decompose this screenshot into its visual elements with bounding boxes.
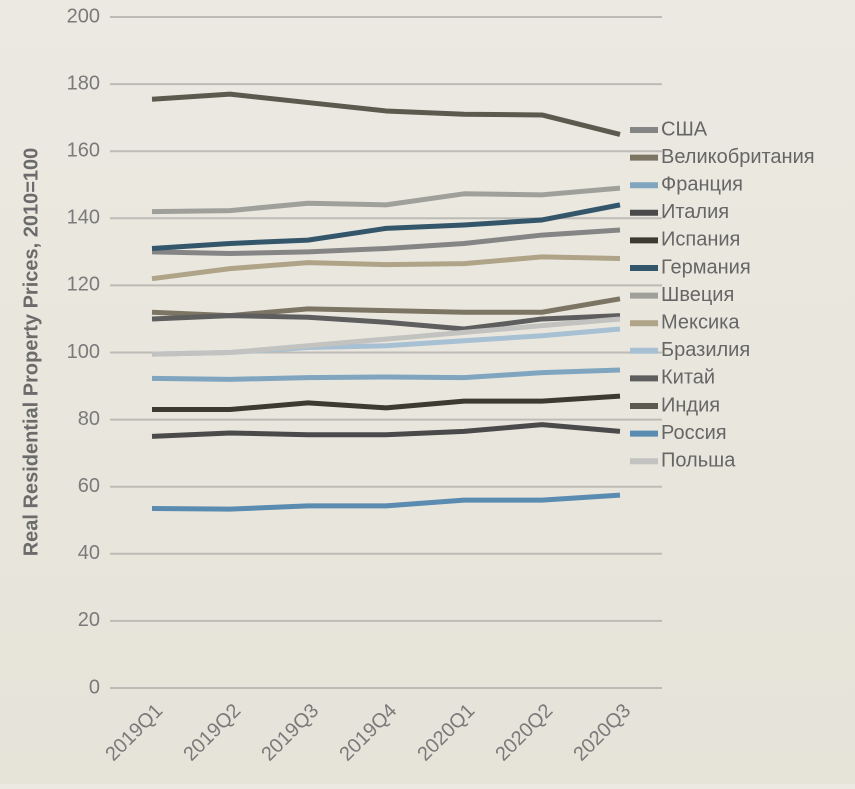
y-tick-label: 0 [89,676,100,698]
legend-label: Франция [661,173,743,195]
y-tick-label: 160 [67,139,100,161]
legend-label: Польша [661,449,736,471]
y-tick-label: 20 [78,609,100,631]
x-tick-label: 2019Q4 [335,700,401,766]
legend-label: Индия [661,394,720,416]
series-line [151,313,621,332]
series-line [151,422,621,439]
legend-label: Италия [661,201,729,223]
series-line [152,393,621,413]
series-line [151,185,621,215]
y-tick-label: 200 [67,5,100,27]
x-tick-label: 2020Q2 [491,700,557,766]
series-line [151,492,621,512]
legend-label: Россия [661,422,727,444]
legend-label: Китай [661,367,715,389]
y-tick-label: 120 [67,274,100,296]
x-tick-label: 2019Q3 [257,700,323,766]
series-line [151,202,621,251]
legend-label: США [661,118,708,140]
legend-label: Мексика [661,311,740,333]
legend-label: Швеция [661,284,734,306]
x-tick-label: 2020Q3 [569,700,635,766]
series-line [151,254,621,282]
legend-label: Великобритания [661,146,815,168]
y-tick-label: 60 [78,475,100,497]
legend-label: Испания [661,229,740,251]
y-tick-label: 140 [67,207,100,229]
y-axis-label: Real Residential Property Prices, 2010=1… [20,148,42,557]
x-tick-label: 2020Q1 [413,700,479,766]
series-line [151,316,621,357]
y-tick-label: 180 [67,72,100,94]
y-tick-label: 40 [78,542,100,564]
y-tick-label: 80 [78,408,100,430]
x-tick-label: 2019Q1 [101,700,167,766]
series-line [151,91,621,137]
x-tick-label: 2019Q2 [179,700,245,766]
y-tick-label: 100 [67,341,100,363]
legend-label: Германия [661,256,751,278]
series-line [151,227,621,257]
series-line [151,296,621,319]
legend-label: Бразилия [661,339,750,361]
series-line [151,367,621,382]
